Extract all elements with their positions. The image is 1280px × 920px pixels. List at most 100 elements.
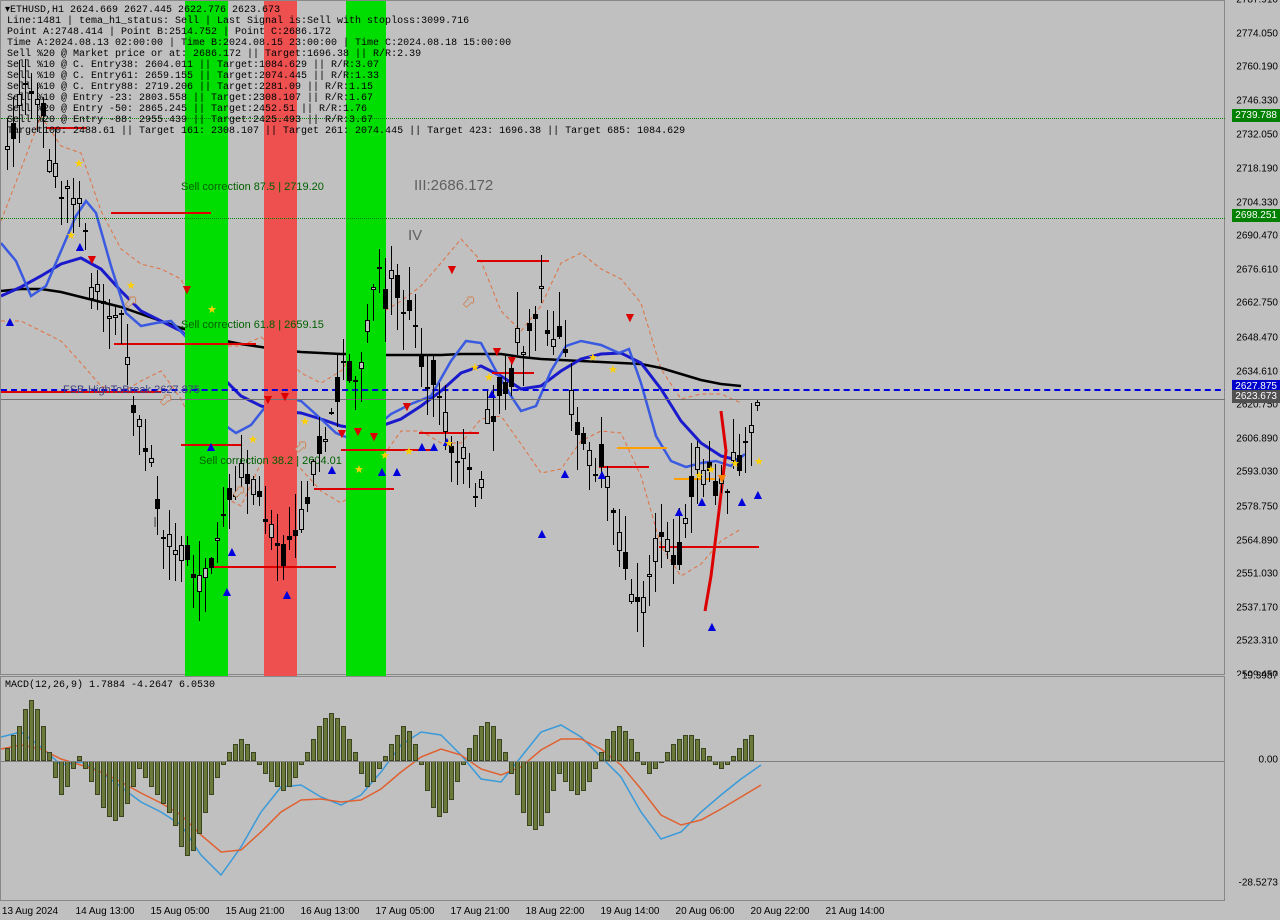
x-tick: 20 Aug 06:00	[676, 906, 735, 917]
macd-hist-bar	[335, 718, 340, 761]
arrow-up-icon: ▲	[751, 486, 765, 502]
overlay-line: Sell %10 @ C. Entry61: 2659.155 || Targe…	[7, 71, 379, 82]
macd-hist-bar	[101, 761, 106, 809]
macd-hist-bar	[275, 761, 280, 787]
macd-hist-bar	[167, 761, 172, 813]
x-tick: 17 Aug 05:00	[376, 906, 435, 917]
macd-hist-bar	[569, 761, 574, 791]
y-tick: 2662.750	[1236, 298, 1278, 309]
macd-hist-bar	[59, 761, 64, 796]
arrow-down-icon: ▼	[367, 428, 381, 444]
x-tick: 16 Aug 13:00	[301, 906, 360, 917]
macd-hist-bar	[389, 744, 394, 761]
macd-hist-bar	[107, 761, 112, 817]
arrow-up-icon: ▲	[558, 465, 572, 481]
macd-hist-bar	[563, 761, 568, 783]
star-marker-icon: ★	[588, 351, 598, 364]
price-tag: 2698.251	[1232, 209, 1280, 222]
macd-hist-bar	[533, 761, 538, 830]
arrow-up-icon: ▲	[325, 461, 339, 477]
arrow-up-icon: ▲	[204, 438, 218, 454]
macd-hist-bar	[29, 700, 34, 760]
macd-hist-bar	[311, 739, 316, 761]
macd-hist-bar	[95, 761, 100, 796]
star-marker-icon: ★	[74, 157, 84, 170]
macd-hist-bar	[473, 735, 478, 761]
macd-hist-bar	[695, 739, 700, 761]
macd-hist-bar	[413, 744, 418, 761]
macd-hist-bar	[239, 739, 244, 761]
arrow-up-icon: ⬈	[233, 483, 245, 500]
macd-hist-bar	[581, 761, 586, 791]
arrow-down-icon: ▼	[715, 470, 729, 486]
star-marker-icon: ★	[380, 449, 390, 462]
y-tick: 2648.470	[1236, 333, 1278, 344]
overlay-line: Sell %20 @ Market price or at: 2686.172 …	[7, 49, 421, 60]
macd-hist-bar	[701, 748, 706, 761]
star-marker-icon: ★	[300, 415, 310, 428]
time-axis: 13 Aug 202414 Aug 13:0015 Aug 05:0015 Au…	[0, 901, 1225, 919]
chart-annotation: Sell correction 38.2 | 2604.01	[199, 455, 342, 467]
price-line	[1, 218, 1280, 219]
x-tick: 14 Aug 13:00	[76, 906, 135, 917]
macd-hist-bar	[599, 752, 604, 761]
star-marker-icon: ★	[484, 371, 494, 384]
macd-hist-bar	[617, 726, 622, 761]
arrow-up-icon: ⬈	[463, 293, 475, 310]
macd-hist-bar	[125, 761, 130, 804]
macd-hist-bar	[623, 731, 628, 761]
macd-hist-bar	[305, 752, 310, 761]
arrow-up-icon: ⬈	[160, 391, 172, 408]
level-segment	[111, 212, 211, 214]
y-tick: 2787.910	[1236, 0, 1278, 6]
overlay-line: Sell %20 @ Entry -88: 2955.439 || Target…	[7, 115, 373, 126]
x-tick: 15 Aug 21:00	[226, 906, 285, 917]
macd-chart[interactable]: MACD(12,26,9) 1.7884 -4.2647 6.0530	[0, 676, 1225, 901]
macd-hist-bar	[671, 744, 676, 761]
macd-hist-bar	[365, 761, 370, 787]
macd-y-tick: 0.00	[1259, 754, 1278, 765]
macd-hist-bar	[749, 735, 754, 761]
macd-hist-bar	[209, 761, 214, 796]
macd-hist-bar	[143, 761, 148, 778]
macd-hist-bar	[593, 761, 598, 770]
chart-annotation: Sell correction 61.8 | 2659.15	[181, 319, 324, 331]
macd-hist-bar	[179, 761, 184, 847]
macd-hist-bar	[605, 739, 610, 761]
arrow-up-icon: ▲	[225, 543, 239, 559]
y-tick: 2551.030	[1236, 569, 1278, 580]
arrow-up-icon: ▲	[3, 313, 17, 329]
star-marker-icon: ★	[706, 463, 716, 476]
macd-hist-bar	[629, 739, 634, 761]
arrow-down-icon: ▼	[278, 388, 292, 404]
main-chart[interactable]: Line:1481 | tema_h1_status: Sell | Last …	[0, 0, 1225, 675]
level-segment	[314, 488, 394, 490]
macd-hist-bar	[647, 761, 652, 774]
macd-hist-bar	[317, 726, 322, 761]
macd-hist-bar	[47, 752, 52, 761]
y-tick: 2760.190	[1236, 62, 1278, 73]
macd-hist-bar	[527, 761, 532, 826]
macd-hist-bar	[575, 761, 580, 796]
macd-hist-bar	[137, 761, 142, 770]
arrow-up-icon: ▲	[695, 493, 709, 509]
macd-hist-bar	[53, 761, 58, 778]
macd-hist-bar	[35, 709, 40, 761]
macd-hist-bar	[173, 761, 178, 826]
macd-hist-bar	[611, 731, 616, 761]
macd-hist-bar	[41, 726, 46, 761]
macd-hist-bar	[587, 761, 592, 783]
macd-hist-bar	[557, 761, 562, 774]
macd-hist-bar	[83, 761, 88, 770]
level-segment	[214, 566, 336, 568]
macd-hist-bar	[551, 761, 556, 791]
arrow-down-icon: ▼	[351, 423, 365, 439]
macd-hist-bar	[431, 761, 436, 809]
overlay-line: Point A:2748.414 | Point B:2514.752 | Po…	[7, 27, 331, 38]
macd-hist-bar	[437, 761, 442, 817]
arrow-up-icon: ▲	[220, 583, 234, 599]
macd-hist-bar	[683, 735, 688, 761]
macd-hist-bar	[197, 761, 202, 834]
star-marker-icon: ★	[248, 433, 258, 446]
macd-hist-bar	[65, 761, 70, 787]
